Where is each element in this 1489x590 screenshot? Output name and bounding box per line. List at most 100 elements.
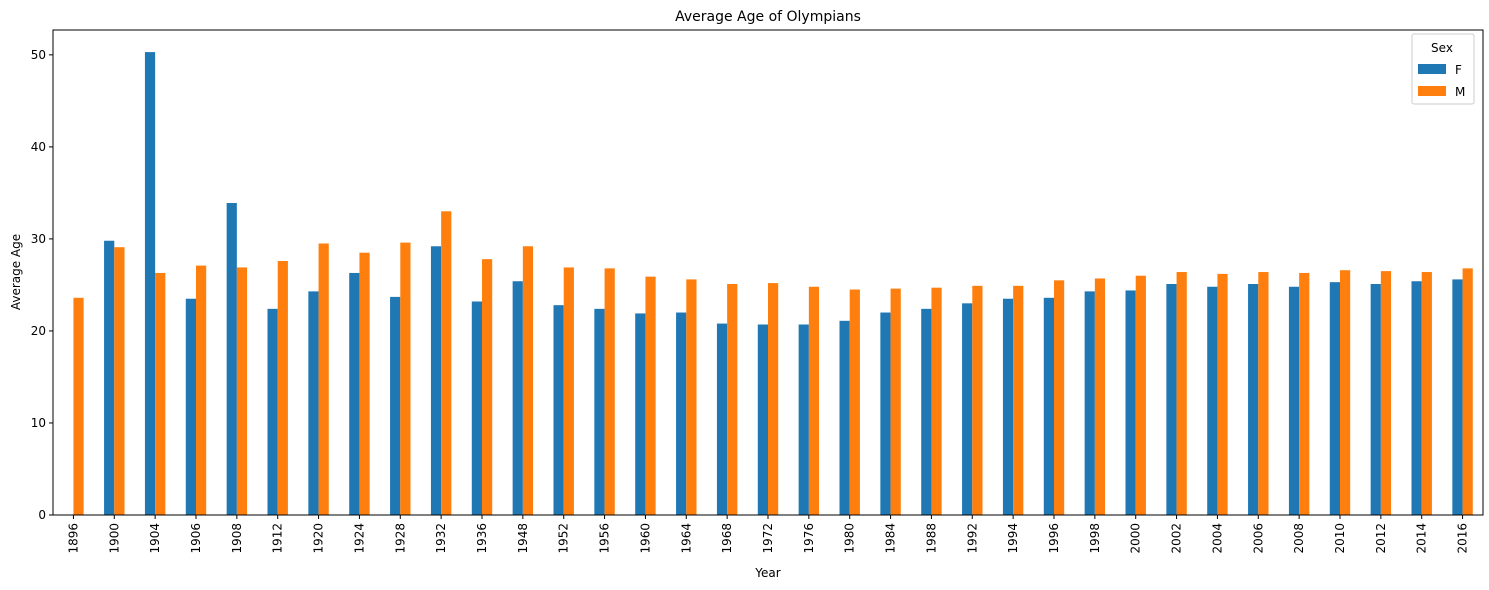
bar-m-1996 <box>1054 280 1065 515</box>
bar-f-2002 <box>1166 284 1177 515</box>
bar-f-2000 <box>1125 290 1136 515</box>
bar-m-2016 <box>1462 268 1473 515</box>
y-axis-label: Average Age <box>9 234 23 310</box>
bar-f-1994 <box>1002 298 1014 515</box>
bar-m-1912 <box>277 261 288 515</box>
bar-f-2008 <box>1288 286 1300 515</box>
bar-f-2016 <box>1452 279 1463 515</box>
x-tick-label-1968: 1968 <box>720 523 734 554</box>
x-tick-label-1900: 1900 <box>107 523 121 554</box>
bar-m-1956 <box>604 268 615 515</box>
bar-f-1924 <box>349 272 360 515</box>
bar-f-1984 <box>880 312 891 515</box>
bar-m-2008 <box>1299 272 1310 515</box>
x-axis-label: Year <box>754 566 780 580</box>
bar-f-2004 <box>1207 286 1218 515</box>
x-tick-label-1998: 1998 <box>1088 523 1102 554</box>
y-tick-label-0: 0 <box>38 508 46 522</box>
bar-m-1920 <box>318 243 329 515</box>
bar-f-1976 <box>798 324 809 515</box>
bar-m-1924 <box>359 252 370 515</box>
bar-m-1960 <box>645 276 656 515</box>
bar-f-2006 <box>1248 284 1259 515</box>
bar-f-1928 <box>390 296 401 515</box>
bar-f-1956 <box>594 308 605 515</box>
bar-f-1960 <box>635 313 646 515</box>
x-tick-label-1972: 1972 <box>761 523 775 554</box>
bar-f-1936 <box>471 301 482 515</box>
bar-m-2014 <box>1421 272 1432 515</box>
bar-f-1948 <box>512 281 523 515</box>
x-tick-label-1948: 1948 <box>516 523 530 554</box>
x-tick-label-1912: 1912 <box>271 523 285 554</box>
bar-f-1908 <box>226 203 237 515</box>
bar-m-1992 <box>972 285 983 515</box>
bar-m-1952 <box>563 267 574 515</box>
x-tick-label-2002: 2002 <box>1170 523 1184 554</box>
x-tick-label-1988: 1988 <box>924 523 938 554</box>
bar-m-1984 <box>890 288 901 515</box>
x-tick-label-1960: 1960 <box>638 523 652 554</box>
bar-f-1964 <box>676 312 687 515</box>
y-tick-label-10: 10 <box>31 416 46 430</box>
bar-f-1906 <box>185 298 196 515</box>
bar-m-1936 <box>482 259 493 515</box>
bar-f-1968 <box>716 323 728 515</box>
bar-m-1968 <box>727 284 738 515</box>
bar-m-1900 <box>114 247 125 515</box>
x-tick-label-1936: 1936 <box>475 523 489 554</box>
bar-f-1900 <box>104 240 115 515</box>
bar-f-1992 <box>962 303 973 515</box>
bar-m-1972 <box>768 283 779 515</box>
bar-f-2010 <box>1329 282 1340 515</box>
bar-m-1908 <box>236 267 248 515</box>
bar-m-1896 <box>73 297 84 515</box>
x-tick-label-1932: 1932 <box>434 523 448 554</box>
x-tick-label-2004: 2004 <box>1210 523 1224 554</box>
bars-group <box>73 52 1473 516</box>
ticks-group: 1896 1900 1904 1906 1908 1912 1920 1924 1928 1932… <box>31 48 1470 554</box>
x-tick-label-1992: 1992 <box>965 523 979 554</box>
bar-f-1996 <box>1043 297 1054 515</box>
x-tick-label-1896: 1896 <box>66 523 80 554</box>
bar-m-1994 <box>1013 285 1024 515</box>
x-tick-label-1956: 1956 <box>598 523 612 554</box>
x-tick-label-1904: 1904 <box>148 523 162 554</box>
chart-title: Average Age of Olympians <box>675 9 861 25</box>
legend-swatch-f <box>1418 64 1446 74</box>
bar-f-1904 <box>144 52 156 516</box>
bar-m-1988 <box>931 287 942 515</box>
bar-f-1972 <box>757 324 768 515</box>
bar-m-2004 <box>1217 273 1228 515</box>
bar-m-1904 <box>155 272 166 515</box>
x-tick-label-1980: 1980 <box>843 523 857 554</box>
x-tick-label-1906: 1906 <box>189 523 203 554</box>
x-tick-label-2008: 2008 <box>1292 523 1306 554</box>
x-tick-label-1994: 1994 <box>1006 523 1020 554</box>
x-tick-label-2000: 2000 <box>1129 523 1143 554</box>
bar-m-1980 <box>849 289 860 515</box>
bar-m-1906 <box>196 265 207 515</box>
x-tick-label-2006: 2006 <box>1251 523 1265 554</box>
bar-m-2000 <box>1135 275 1146 515</box>
legend-swatch-m <box>1418 86 1446 96</box>
y-tick-label-50: 50 <box>31 48 46 62</box>
x-tick-label-1924: 1924 <box>352 523 366 554</box>
bar-f-1952 <box>553 305 564 515</box>
x-tick-label-1976: 1976 <box>802 523 816 554</box>
bar-m-2012 <box>1380 271 1392 515</box>
x-tick-label-1908: 1908 <box>230 523 244 554</box>
bar-f-1932 <box>430 246 442 515</box>
x-tick-label-1964: 1964 <box>679 523 693 554</box>
bar-f-1920 <box>308 291 319 515</box>
x-tick-label-1928: 1928 <box>393 523 407 554</box>
bar-m-1976 <box>808 286 820 515</box>
bar-m-2010 <box>1340 270 1351 515</box>
bar-f-1912 <box>267 308 278 515</box>
bar-m-1948 <box>522 246 534 515</box>
x-tick-label-1952: 1952 <box>557 523 571 554</box>
x-tick-label-1920: 1920 <box>312 523 326 554</box>
bar-m-2006 <box>1258 272 1269 515</box>
